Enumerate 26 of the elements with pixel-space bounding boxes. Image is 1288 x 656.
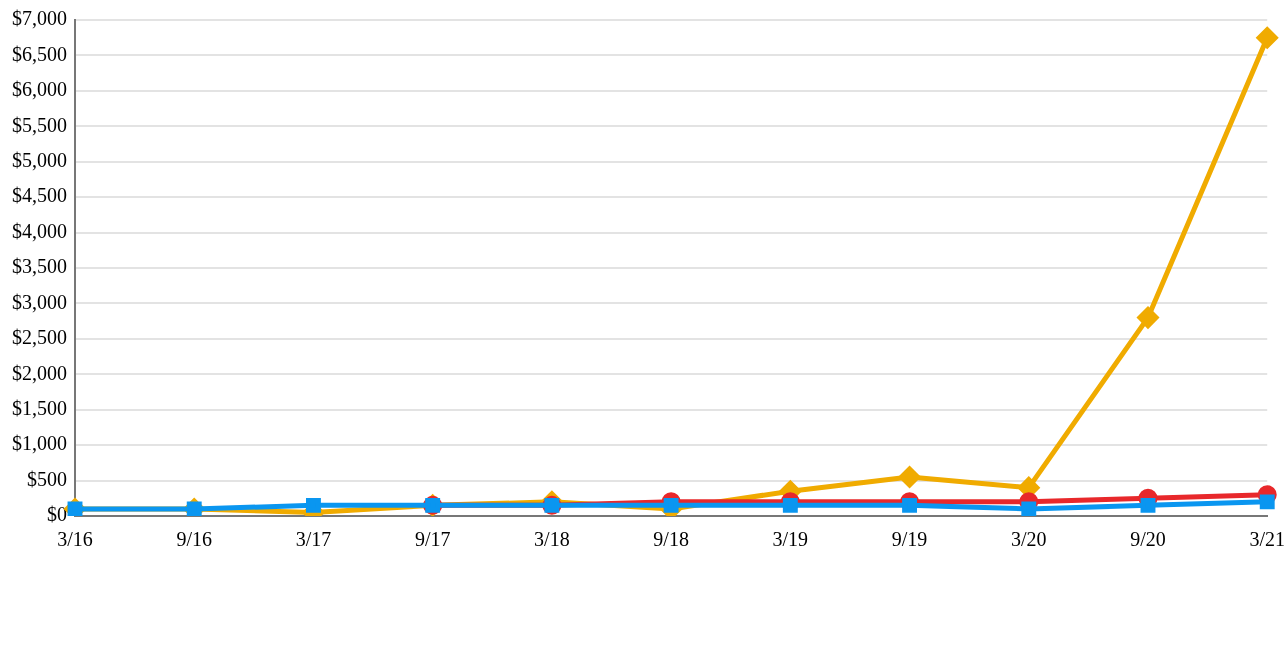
y-tick-label: $4,000	[12, 219, 67, 242]
x-tick-label: 3/16	[57, 528, 93, 551]
y-tick-label: $2,500	[12, 326, 67, 349]
x-tick-label: 9/20	[1130, 528, 1166, 551]
x-tick-label: 3/20	[1011, 528, 1047, 551]
y-tick-label: $2,000	[12, 361, 67, 384]
y-tick-label: $0	[47, 503, 67, 526]
y-tick-label: $500	[27, 467, 67, 490]
y-tick-label: $7,000	[12, 7, 67, 30]
x-tick-label: 3/18	[534, 528, 570, 551]
x-tick-label: 9/17	[414, 528, 451, 551]
y-tick-label: $3,500	[12, 255, 67, 278]
x-tick-label: 3/17	[295, 528, 332, 551]
x-tick-label: 9/18	[653, 528, 689, 551]
y-tick-label: $6,000	[12, 78, 67, 101]
x-tick-label: 3/19	[772, 528, 809, 551]
y-tick-label: $6,500	[12, 42, 67, 65]
y-tick-label: $1,000	[12, 432, 67, 455]
x-tick-label: 3/21	[1249, 528, 1285, 551]
y-tick-label: $5,500	[12, 113, 67, 136]
x-tick-label: 9/16	[176, 528, 212, 551]
x-tick-label: 9/19	[891, 528, 928, 551]
y-tick-label: $3,000	[12, 290, 67, 313]
y-tick-label: $1,500	[12, 396, 67, 419]
y-tick-label: $4,500	[12, 184, 67, 207]
y-tick-label: $5,000	[12, 148, 67, 171]
